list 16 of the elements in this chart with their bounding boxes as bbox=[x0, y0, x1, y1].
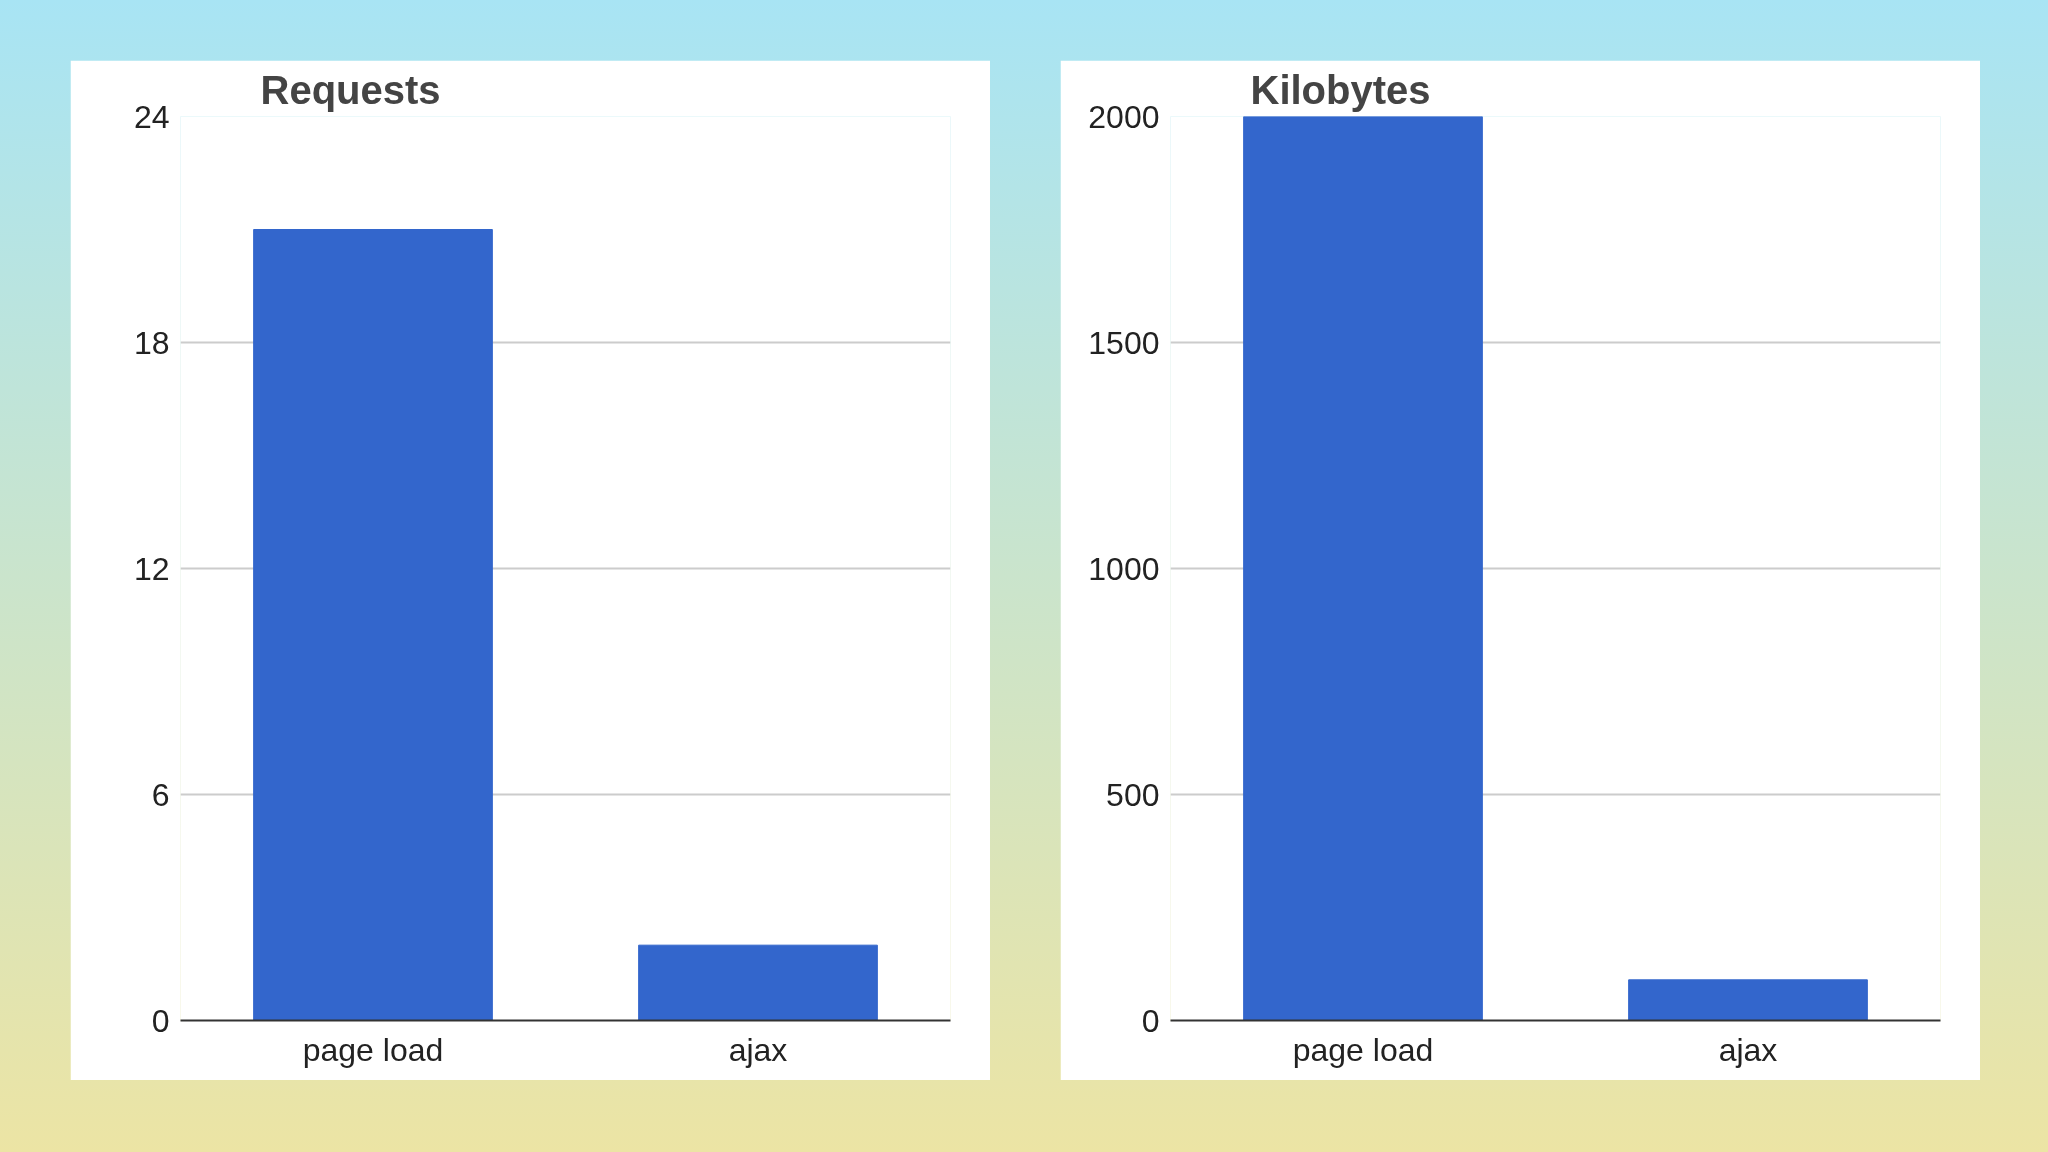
y-tick-label: 18 bbox=[133, 324, 170, 361]
y-tick-label: 2000 bbox=[1088, 98, 1160, 135]
y-tick-label: 1000 bbox=[1088, 550, 1160, 587]
x-tick-label: ajax bbox=[728, 1031, 788, 1068]
chart-title: Kilobytes bbox=[1250, 67, 1431, 112]
y-tick-label: 12 bbox=[133, 550, 170, 587]
y-tick-label: 0 bbox=[1141, 1002, 1160, 1039]
x-tick-label: page load bbox=[1292, 1031, 1434, 1068]
y-tick-label: 1500 bbox=[1088, 324, 1160, 361]
chart-title: Requests bbox=[260, 67, 441, 112]
x-tick-label: page load bbox=[302, 1031, 444, 1068]
x-tick-label: ajax bbox=[1718, 1031, 1778, 1068]
y-tick-label: 6 bbox=[151, 776, 170, 813]
y-tick-label: 24 bbox=[133, 98, 170, 135]
y-tick-label: 500 bbox=[1106, 776, 1160, 813]
y-tick-label: 0 bbox=[151, 1002, 170, 1039]
